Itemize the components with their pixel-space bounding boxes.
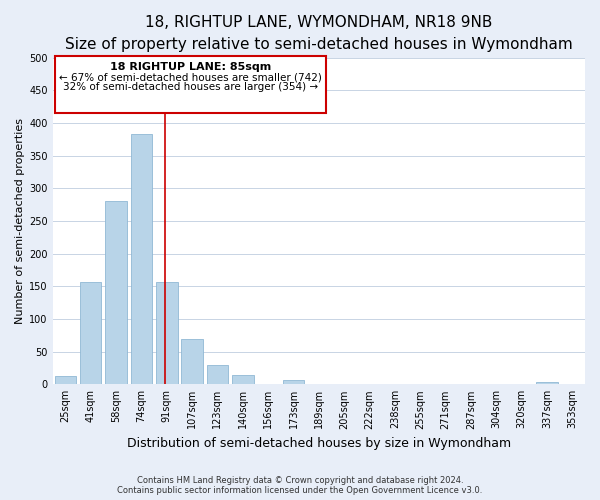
Bar xyxy=(206,364,228,384)
Bar xyxy=(232,375,254,384)
Y-axis label: Number of semi-detached properties: Number of semi-detached properties xyxy=(15,118,25,324)
Title: 18, RIGHTUP LANE, WYMONDHAM, NR18 9NB
Size of property relative to semi-detached: 18, RIGHTUP LANE, WYMONDHAM, NR18 9NB Si… xyxy=(65,15,573,52)
Bar xyxy=(181,338,203,384)
Bar xyxy=(536,382,558,384)
Bar xyxy=(131,134,152,384)
X-axis label: Distribution of semi-detached houses by size in Wymondham: Distribution of semi-detached houses by … xyxy=(127,437,511,450)
Bar xyxy=(283,380,304,384)
Text: 18 RIGHTUP LANE: 85sqm: 18 RIGHTUP LANE: 85sqm xyxy=(110,62,271,72)
Bar xyxy=(105,202,127,384)
Bar xyxy=(156,282,178,385)
Text: 32% of semi-detached houses are larger (354) →: 32% of semi-detached houses are larger (… xyxy=(63,82,318,92)
Text: Contains HM Land Registry data © Crown copyright and database right 2024.
Contai: Contains HM Land Registry data © Crown c… xyxy=(118,476,482,495)
Text: ← 67% of semi-detached houses are smaller (742): ← 67% of semi-detached houses are smalle… xyxy=(59,72,322,83)
Bar xyxy=(80,282,101,385)
FancyBboxPatch shape xyxy=(55,56,326,113)
Bar xyxy=(55,376,76,384)
